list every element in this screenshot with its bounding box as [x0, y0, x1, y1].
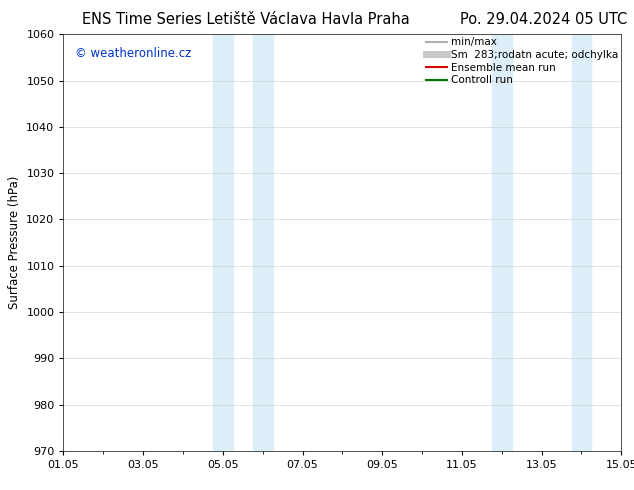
Bar	[213, 34, 233, 451]
Legend: min/max, Sm  283;rodatn acute; odchylka, Ensemble mean run, Controll run: min/max, Sm 283;rodatn acute; odchylka, …	[426, 37, 618, 85]
Y-axis label: Surface Pressure (hPa): Surface Pressure (hPa)	[8, 176, 21, 309]
Text: Po. 29.04.2024 05 UTC: Po. 29.04.2024 05 UTC	[460, 12, 628, 27]
Bar	[492, 34, 512, 451]
Bar	[253, 34, 273, 451]
Bar	[571, 34, 592, 451]
Text: © weatheronline.cz: © weatheronline.cz	[75, 47, 191, 60]
Text: ENS Time Series Letiště Václava Havla Praha: ENS Time Series Letiště Václava Havla Pr…	[82, 12, 410, 27]
